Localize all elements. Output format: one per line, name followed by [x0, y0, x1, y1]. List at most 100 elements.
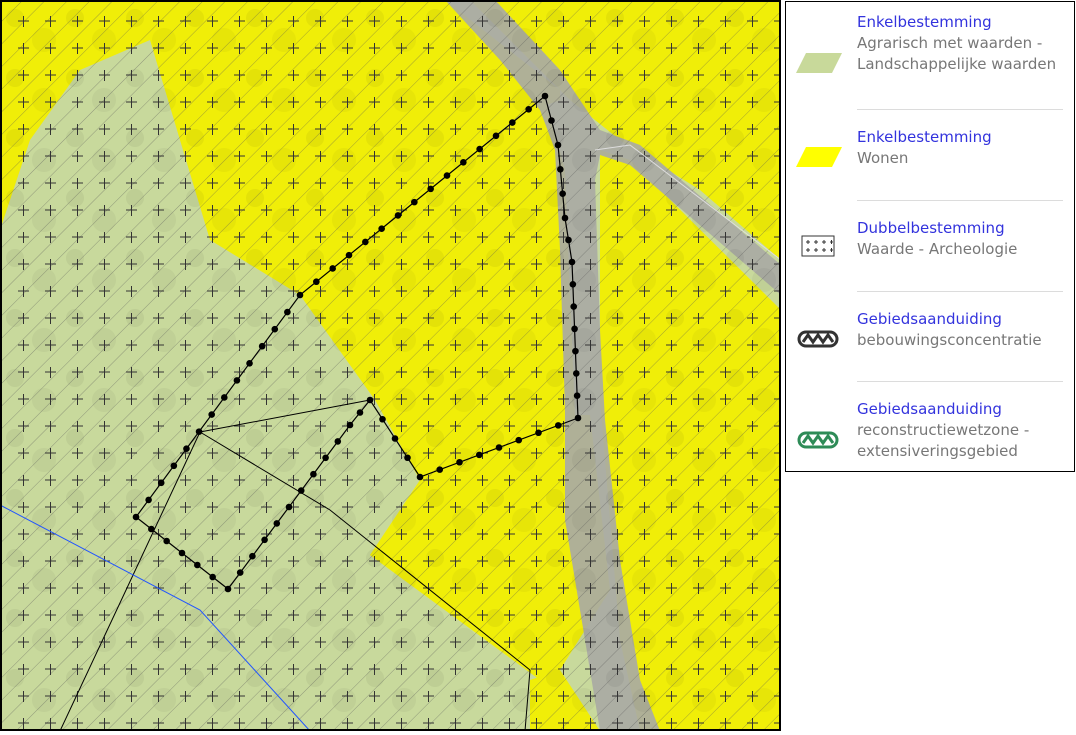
legend-text: Gebiedsaanduiding reconstructiewetzone -…: [857, 399, 1072, 462]
legend-divider: [857, 200, 1063, 201]
boundary-dot: [178, 549, 186, 557]
boundary-dot: [378, 225, 385, 232]
boundary-dot: [569, 280, 577, 288]
boundary-dot: [195, 428, 203, 435]
boundary-dot: [284, 308, 291, 316]
boundary-dot: [194, 561, 201, 569]
boundary-dot: [565, 236, 572, 244]
boundary-dot: [258, 342, 266, 350]
boundary-dot: [334, 438, 342, 445]
boundary-dot: [404, 454, 411, 462]
boundary-dot: [132, 513, 140, 521]
boundary-dot: [394, 212, 402, 219]
boundary-dot: [233, 377, 241, 384]
boundary-dot: [535, 429, 542, 437]
legend-item-bebouwingsconcentratie: Gebiedsaanduiding bebouwingsconcentratie: [786, 309, 1074, 374]
legend-item-reconstructiewetzone: Gebiedsaanduiding reconstructiewetzone -…: [786, 399, 1074, 469]
legend-text: Gebiedsaanduiding bebouwingsconcentratie: [857, 309, 1072, 351]
zigzag-dark-icon: [797, 330, 839, 348]
map-frame: [0, 0, 781, 731]
legend-title: Gebiedsaanduiding: [857, 400, 1002, 418]
legend-desc: bebouwingsconcentratie: [857, 331, 1042, 349]
boundary-dot: [366, 396, 374, 404]
boundary-dot: [322, 454, 329, 462]
legend-desc: Wonen: [857, 149, 909, 167]
boundary-dot: [570, 303, 578, 310]
boundary-dot: [209, 573, 216, 581]
boundary-dot: [145, 496, 152, 504]
boundary-dot: [568, 258, 576, 266]
legend-text: Dubbelbestemming Waarde - Archeologie: [857, 218, 1072, 260]
agrarisch-swatch-icon: [796, 53, 842, 73]
blue-line: [0, 504, 311, 732]
boundary-dot: [391, 435, 399, 442]
legend-desc: extensiveringsgebied: [857, 442, 1018, 460]
legend-divider: [857, 381, 1063, 382]
legend-desc: reconstructiewetzone -: [857, 421, 1030, 439]
boundary-dot: [310, 470, 317, 478]
boundary-dot: [554, 141, 562, 149]
boundary-dot: [443, 172, 451, 179]
map-canvas[interactable]: [0, 0, 782, 732]
boundary-dot: [495, 444, 503, 451]
map-viewer[interactable]: [0, 0, 782, 732]
boundary-dot: [476, 145, 483, 153]
boundary-dot: [571, 325, 578, 333]
boundary-dot: [509, 119, 516, 126]
boundary-dot: [296, 291, 304, 299]
boundary-dot: [285, 503, 293, 511]
boundary-dot: [572, 347, 579, 355]
boundary-dot: [427, 185, 434, 193]
boundary-dot: [236, 569, 244, 576]
parcel-line-a: [199, 399, 371, 433]
legend-title: Enkelbestemming: [857, 128, 992, 146]
boundary-dot: [460, 159, 467, 166]
boundary-dot: [559, 190, 566, 197]
legend-item-archeologie: Dubbelbestemming Waarde - Archeologie: [786, 218, 1074, 283]
boundary-dot: [249, 552, 256, 560]
boundary-dot: [163, 537, 170, 545]
boundary-dot: [224, 585, 232, 593]
boundary-dot: [557, 166, 564, 173]
legend-item-agrarisch: Enkelbestemming Agrarisch met waarden - …: [786, 12, 1074, 102]
boundary-dot: [554, 422, 562, 429]
boundary-dot: [346, 421, 354, 429]
boundary-dot: [416, 473, 424, 481]
road-edge: [594, 144, 782, 261]
legend-title: Gebiedsaanduiding: [857, 310, 1002, 328]
boundary-dot: [356, 409, 364, 416]
boundary-dot: [208, 411, 215, 418]
boundary-dot: [273, 520, 281, 527]
boundary-dot: [246, 360, 253, 367]
legend-panel: Enkelbestemming Agrarisch met waarden - …: [785, 1, 1075, 472]
legend-desc: Landschappelijke waarden: [857, 55, 1057, 73]
boundary-dot: [170, 462, 178, 470]
boundary-dot: [345, 251, 353, 259]
legend-desc: Waarde - Archeologie: [857, 240, 1018, 258]
legend-text: Enkelbestemming Agrarisch met waarden - …: [857, 12, 1072, 75]
cross-grid-icon: [801, 235, 835, 257]
legend-item-wonen: Enkelbestemming Wonen: [786, 127, 1074, 192]
boundary-dot: [492, 132, 500, 140]
boundary-dot: [271, 325, 279, 333]
boundary-dot: [221, 394, 228, 401]
parcel-line-c: [59, 431, 201, 732]
boundary-dot: [313, 278, 320, 286]
boundary-dot: [329, 265, 336, 272]
boundary-dot: [515, 436, 523, 444]
legend-title: Enkelbestemming: [857, 13, 992, 31]
boundary-dot: [148, 525, 155, 533]
boundary-dot: [183, 445, 190, 452]
boundary-dot: [573, 392, 581, 400]
boundary-dot: [475, 451, 483, 459]
legend-text: Enkelbestemming Wonen: [857, 127, 1072, 169]
archeologie-crosses: [0, 0, 781, 731]
legend-divider: [857, 109, 1063, 110]
boundary-dot: [525, 105, 532, 113]
boundary-dot: [411, 198, 418, 206]
boundary-dot: [362, 238, 369, 246]
legend-title: Dubbelbestemming: [857, 219, 1005, 237]
legend-divider: [857, 291, 1063, 292]
boundary-dot: [436, 466, 444, 473]
boundary-dot: [572, 370, 580, 377]
